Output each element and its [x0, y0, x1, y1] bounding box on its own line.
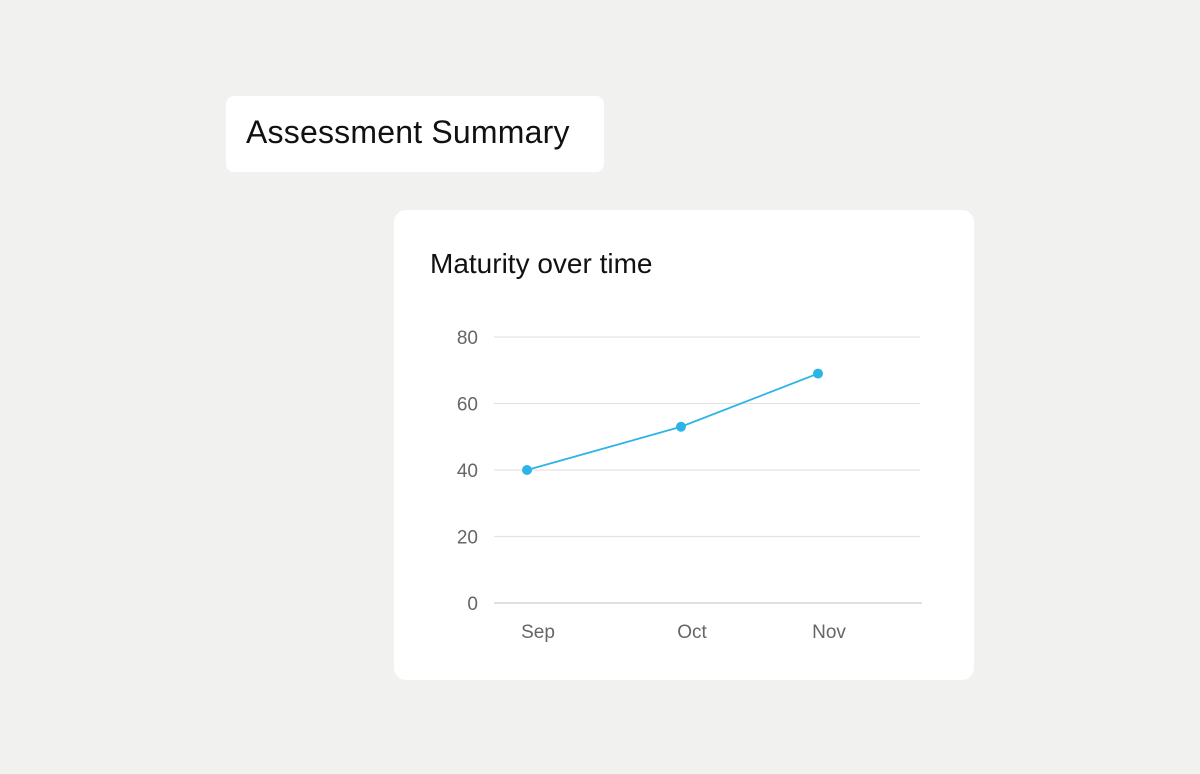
x-tick-label: Nov [812, 622, 846, 643]
y-axis-ticks: 0 20 40 60 80 [457, 328, 478, 615]
data-point [522, 465, 532, 475]
y-tick-label: 40 [457, 461, 478, 482]
grid-lines [494, 336, 922, 604]
y-tick-label: 80 [457, 328, 478, 349]
x-tick-label: Oct [677, 622, 707, 643]
series-layer [522, 368, 823, 475]
chart-title: Maturity over time [430, 248, 653, 279]
chart-card: Maturity over time 0 20 40 60 80 Sep Oct Nov [394, 210, 974, 680]
y-tick-label: 0 [467, 594, 478, 615]
page-title: Assessment Summary [246, 113, 570, 150]
x-tick-label: Sep [521, 622, 555, 643]
series-line [526, 372, 819, 471]
data-point [676, 421, 686, 432]
y-tick-label: 20 [457, 528, 478, 549]
y-tick-label: 60 [457, 395, 478, 416]
page-title-card: Assessment Summary [226, 96, 604, 172]
x-axis-ticks: Sep Oct Nov [521, 622, 846, 643]
data-point [813, 368, 823, 379]
line-chart: 0 20 40 60 80 Sep Oct Nov [457, 328, 922, 643]
